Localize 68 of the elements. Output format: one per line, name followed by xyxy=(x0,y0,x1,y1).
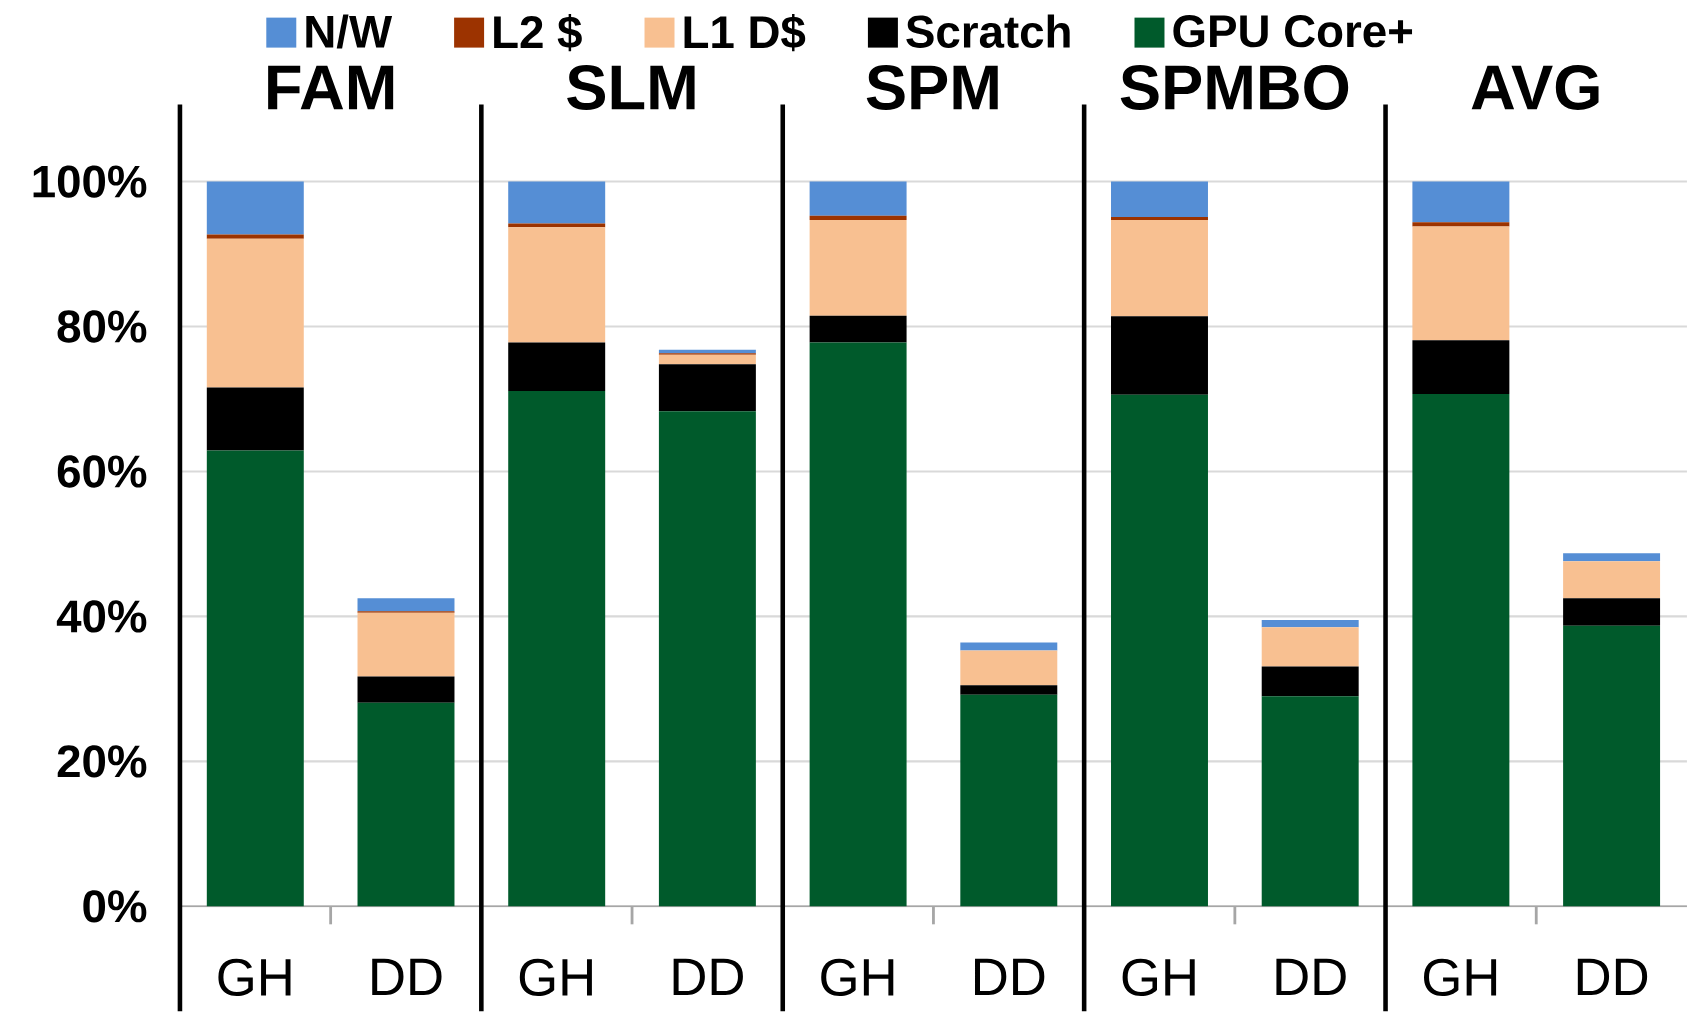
bar xyxy=(1563,598,1661,627)
bar xyxy=(1111,316,1208,395)
bar xyxy=(658,364,756,412)
bar xyxy=(508,181,606,224)
y-tick-label: 20% xyxy=(57,745,147,778)
bar xyxy=(357,613,455,677)
bar xyxy=(1563,553,1661,562)
bar xyxy=(1111,181,1208,218)
bar xyxy=(1111,394,1208,907)
y-tick-label: 60% xyxy=(57,455,147,488)
x-tick-label: GH xyxy=(519,958,592,997)
bar xyxy=(809,215,907,221)
bar xyxy=(1563,626,1661,907)
bar xyxy=(960,650,1058,686)
bar xyxy=(1412,181,1510,223)
bar xyxy=(357,702,455,907)
chart-title: SPM xyxy=(866,65,998,111)
x-tick-label: GH xyxy=(821,958,894,997)
bar xyxy=(1111,217,1208,221)
bar xyxy=(809,342,907,907)
x-tick-label: DD xyxy=(1577,958,1648,996)
legend-label: L1 D$ xyxy=(684,14,806,52)
bar xyxy=(960,685,1058,695)
y-tick-label: 0% xyxy=(83,890,147,923)
bar xyxy=(357,676,455,703)
bar xyxy=(1412,226,1510,341)
bar xyxy=(508,227,606,343)
x-tick-label: GH xyxy=(1424,958,1497,997)
bar xyxy=(1412,340,1510,395)
x-tick-label: DD xyxy=(975,958,1045,996)
y-tick-label: 80% xyxy=(57,310,147,343)
bar xyxy=(1261,696,1359,907)
bar xyxy=(1563,561,1661,599)
x-tick-label: DD xyxy=(372,958,442,996)
legend-label: L2 $ xyxy=(494,14,582,52)
chart-title: FAM xyxy=(268,65,394,110)
bar xyxy=(206,181,304,235)
legend-label: N/W xyxy=(306,14,393,49)
y-tick-label: 40% xyxy=(56,600,147,633)
bar xyxy=(1111,220,1208,317)
legend-label: GPU Core+ xyxy=(1173,15,1413,48)
bar xyxy=(206,239,304,388)
x-tick-label: DD xyxy=(1276,958,1346,996)
bar xyxy=(809,315,907,343)
bar xyxy=(206,387,304,451)
bar xyxy=(1412,394,1510,907)
chart-title: SLM xyxy=(567,65,695,111)
bar xyxy=(658,411,756,907)
bar xyxy=(1412,222,1510,227)
bar xyxy=(809,181,907,216)
bar xyxy=(960,694,1058,907)
bar xyxy=(809,220,907,316)
bar xyxy=(357,598,455,612)
bar xyxy=(1261,627,1359,667)
bar xyxy=(206,234,304,240)
bar xyxy=(658,354,756,365)
chart-title: SPMBO xyxy=(1120,65,1349,111)
x-tick-label: GH xyxy=(218,958,291,997)
x-tick-label: GH xyxy=(1122,958,1195,997)
legend-label: Scratch xyxy=(906,14,1070,49)
bar xyxy=(1261,666,1359,697)
x-tick-label: DD xyxy=(673,958,743,996)
bar xyxy=(508,391,606,907)
chart-title: AVG xyxy=(1471,65,1599,111)
bar xyxy=(1261,620,1359,628)
bar xyxy=(508,342,606,392)
bar xyxy=(206,450,304,907)
y-tick-label: 100% xyxy=(33,165,147,198)
